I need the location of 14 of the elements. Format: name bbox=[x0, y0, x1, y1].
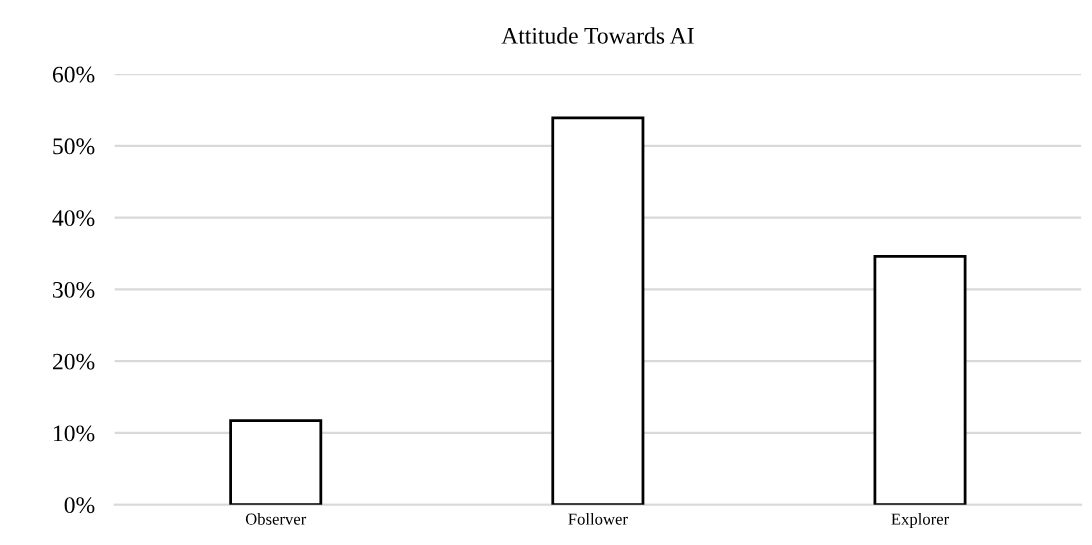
y-tick-label: 60% bbox=[52, 66, 95, 83]
y-tick-label: 10% bbox=[54, 425, 95, 442]
y-tick-label: 50% bbox=[53, 138, 95, 155]
y-tick-label: 40% bbox=[52, 210, 95, 227]
y-tick-label: 0% bbox=[64, 497, 95, 514]
y-tick-label: 20% bbox=[52, 353, 95, 370]
x-tick-label: Follower bbox=[568, 513, 628, 525]
y-tick-label: 30% bbox=[53, 281, 95, 298]
chart-title: Attitude Towards AI bbox=[501, 27, 694, 44]
bar bbox=[229, 419, 323, 505]
bar bbox=[551, 116, 645, 505]
x-tick-label: Observer bbox=[245, 513, 307, 525]
bar bbox=[873, 255, 967, 505]
x-tick-label: Explorer bbox=[891, 513, 950, 529]
